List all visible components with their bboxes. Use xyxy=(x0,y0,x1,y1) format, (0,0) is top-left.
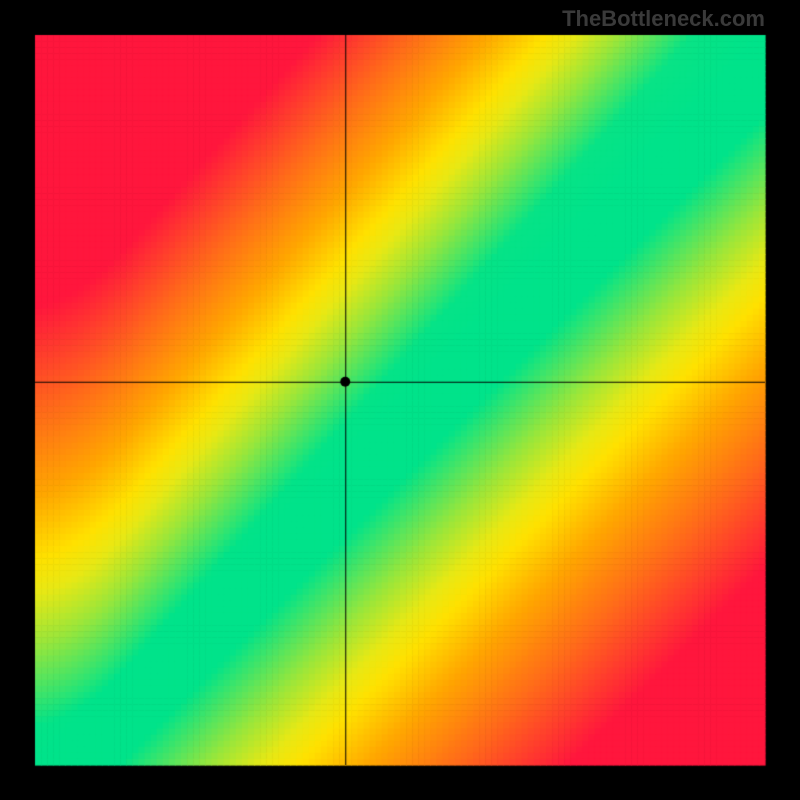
bottleneck-heatmap xyxy=(0,0,800,800)
chart-container: TheBottleneck.com xyxy=(0,0,800,800)
watermark-text: TheBottleneck.com xyxy=(562,6,765,32)
